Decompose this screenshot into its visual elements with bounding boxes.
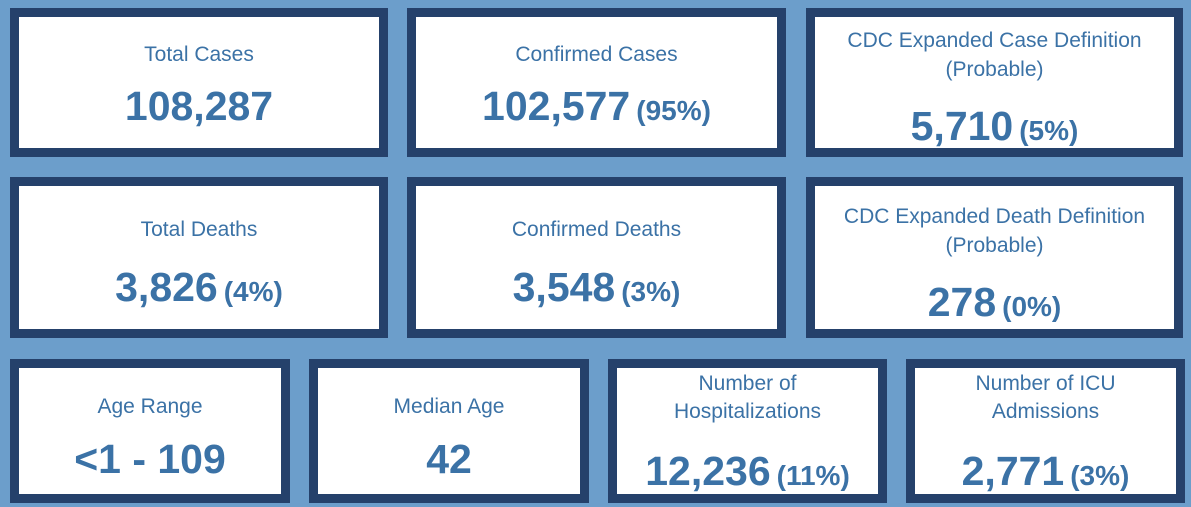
card-value: 2,771 (3%) <box>915 448 1176 499</box>
card-value: 102,577 (95%) <box>416 83 777 134</box>
value-number: 42 <box>426 436 472 482</box>
value-number: 3,826 <box>115 264 218 310</box>
card-label-line1: CDC Expanded Death Definition <box>843 205 1146 228</box>
value-number: 108,287 <box>124 83 274 129</box>
card-label: Confirmed Deaths <box>511 218 682 241</box>
value-number: <1 - 109 <box>74 436 226 482</box>
card-label-line1: CDC Expanded Case Definition <box>847 29 1142 52</box>
total-cases-card: Total Cases 108,287 <box>10 8 388 157</box>
card-value: 42 <box>318 436 580 482</box>
card-label-line1: Number of ICU <box>975 372 1116 395</box>
confirmed-deaths-card: Confirmed Deaths 3,548 (3%) <box>407 177 786 338</box>
card-label-line2: (Probable) <box>945 58 1044 81</box>
value-percent: (3%) <box>621 276 681 307</box>
total-deaths-card: Total Deaths 3,826 (4%) <box>10 177 388 338</box>
value-number: 12,236 <box>645 448 771 494</box>
card-value: 3,548 (3%) <box>416 264 777 315</box>
card-label-line2: Hospitalizations <box>673 400 822 423</box>
card-label: Confirmed Cases <box>515 43 678 66</box>
value-percent: (95%) <box>636 95 711 126</box>
card-value: 278 (0%) <box>815 279 1174 330</box>
probable-cases-card: CDC Expanded Case Definition (Probable) … <box>806 8 1183 157</box>
value-percent: (3%) <box>1070 460 1130 491</box>
value-percent: (11%) <box>776 460 850 491</box>
median-age-card: Median Age 42 <box>309 359 589 503</box>
value-number: 2,771 <box>961 448 1065 494</box>
card-label-line1: Number of <box>698 372 797 395</box>
value-percent: (4%) <box>223 276 283 307</box>
value-number: 5,710 <box>910 103 1014 149</box>
icu-admissions-card: Number of ICU Admissions 2,771 (3%) <box>906 359 1185 503</box>
card-value: 12,236 (11%) <box>617 448 878 499</box>
card-label-line2: (Probable) <box>945 234 1044 257</box>
value-percent: (0%) <box>1002 291 1062 322</box>
value-percent: (5%) <box>1019 115 1079 146</box>
card-label-line2: Admissions <box>991 400 1100 423</box>
probable-deaths-card: CDC Expanded Death Definition (Probable)… <box>806 177 1183 338</box>
age-range-card: Age Range <1 - 109 <box>10 359 290 503</box>
card-label: Age Range <box>97 395 203 418</box>
hospitalizations-card: Number of Hospitalizations 12,236 (11%) <box>608 359 887 503</box>
card-label: Total Cases <box>144 43 254 66</box>
card-value: 108,287 <box>19 83 379 129</box>
card-value: <1 - 109 <box>19 436 281 482</box>
card-value: 3,826 (4%) <box>19 264 379 315</box>
card-label: Total Deaths <box>140 218 258 241</box>
value-number: 3,548 <box>512 264 616 310</box>
card-label: Median Age <box>393 395 505 418</box>
confirmed-cases-card: Confirmed Cases 102,577 (95%) <box>407 8 786 157</box>
card-value: 5,710 (5%) <box>815 103 1174 154</box>
value-number: 102,577 <box>482 83 631 129</box>
value-number: 278 <box>927 279 997 325</box>
